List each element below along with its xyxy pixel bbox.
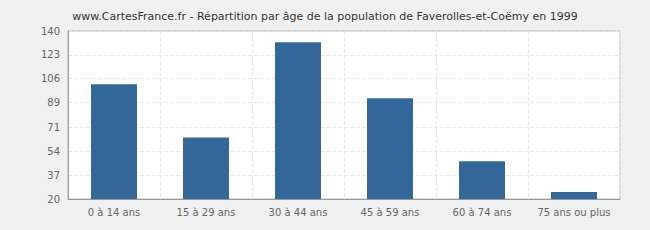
svg-text:20: 20 [47, 194, 60, 205]
svg-text:30 à 44 ans: 30 à 44 ans [269, 207, 328, 218]
svg-text:140: 140 [41, 26, 60, 37]
svg-text:0 à 14 ans: 0 à 14 ans [88, 207, 140, 218]
svg-text:15 à 29 ans: 15 à 29 ans [177, 207, 236, 218]
svg-text:71: 71 [47, 122, 60, 133]
svg-text:37: 37 [47, 170, 60, 181]
svg-text:123: 123 [41, 49, 60, 60]
svg-text:60 à 74 ans: 60 à 74 ans [453, 207, 512, 218]
svg-text:45 à 59 ans: 45 à 59 ans [361, 207, 420, 218]
svg-text:54: 54 [47, 146, 60, 157]
svg-text:89: 89 [47, 97, 60, 108]
svg-text:106: 106 [41, 73, 60, 84]
svg-text:www.CartesFrance.fr - Répartit: www.CartesFrance.fr - Répartition par âg… [72, 10, 577, 23]
svg-text:75 ans ou plus: 75 ans ou plus [537, 207, 610, 218]
